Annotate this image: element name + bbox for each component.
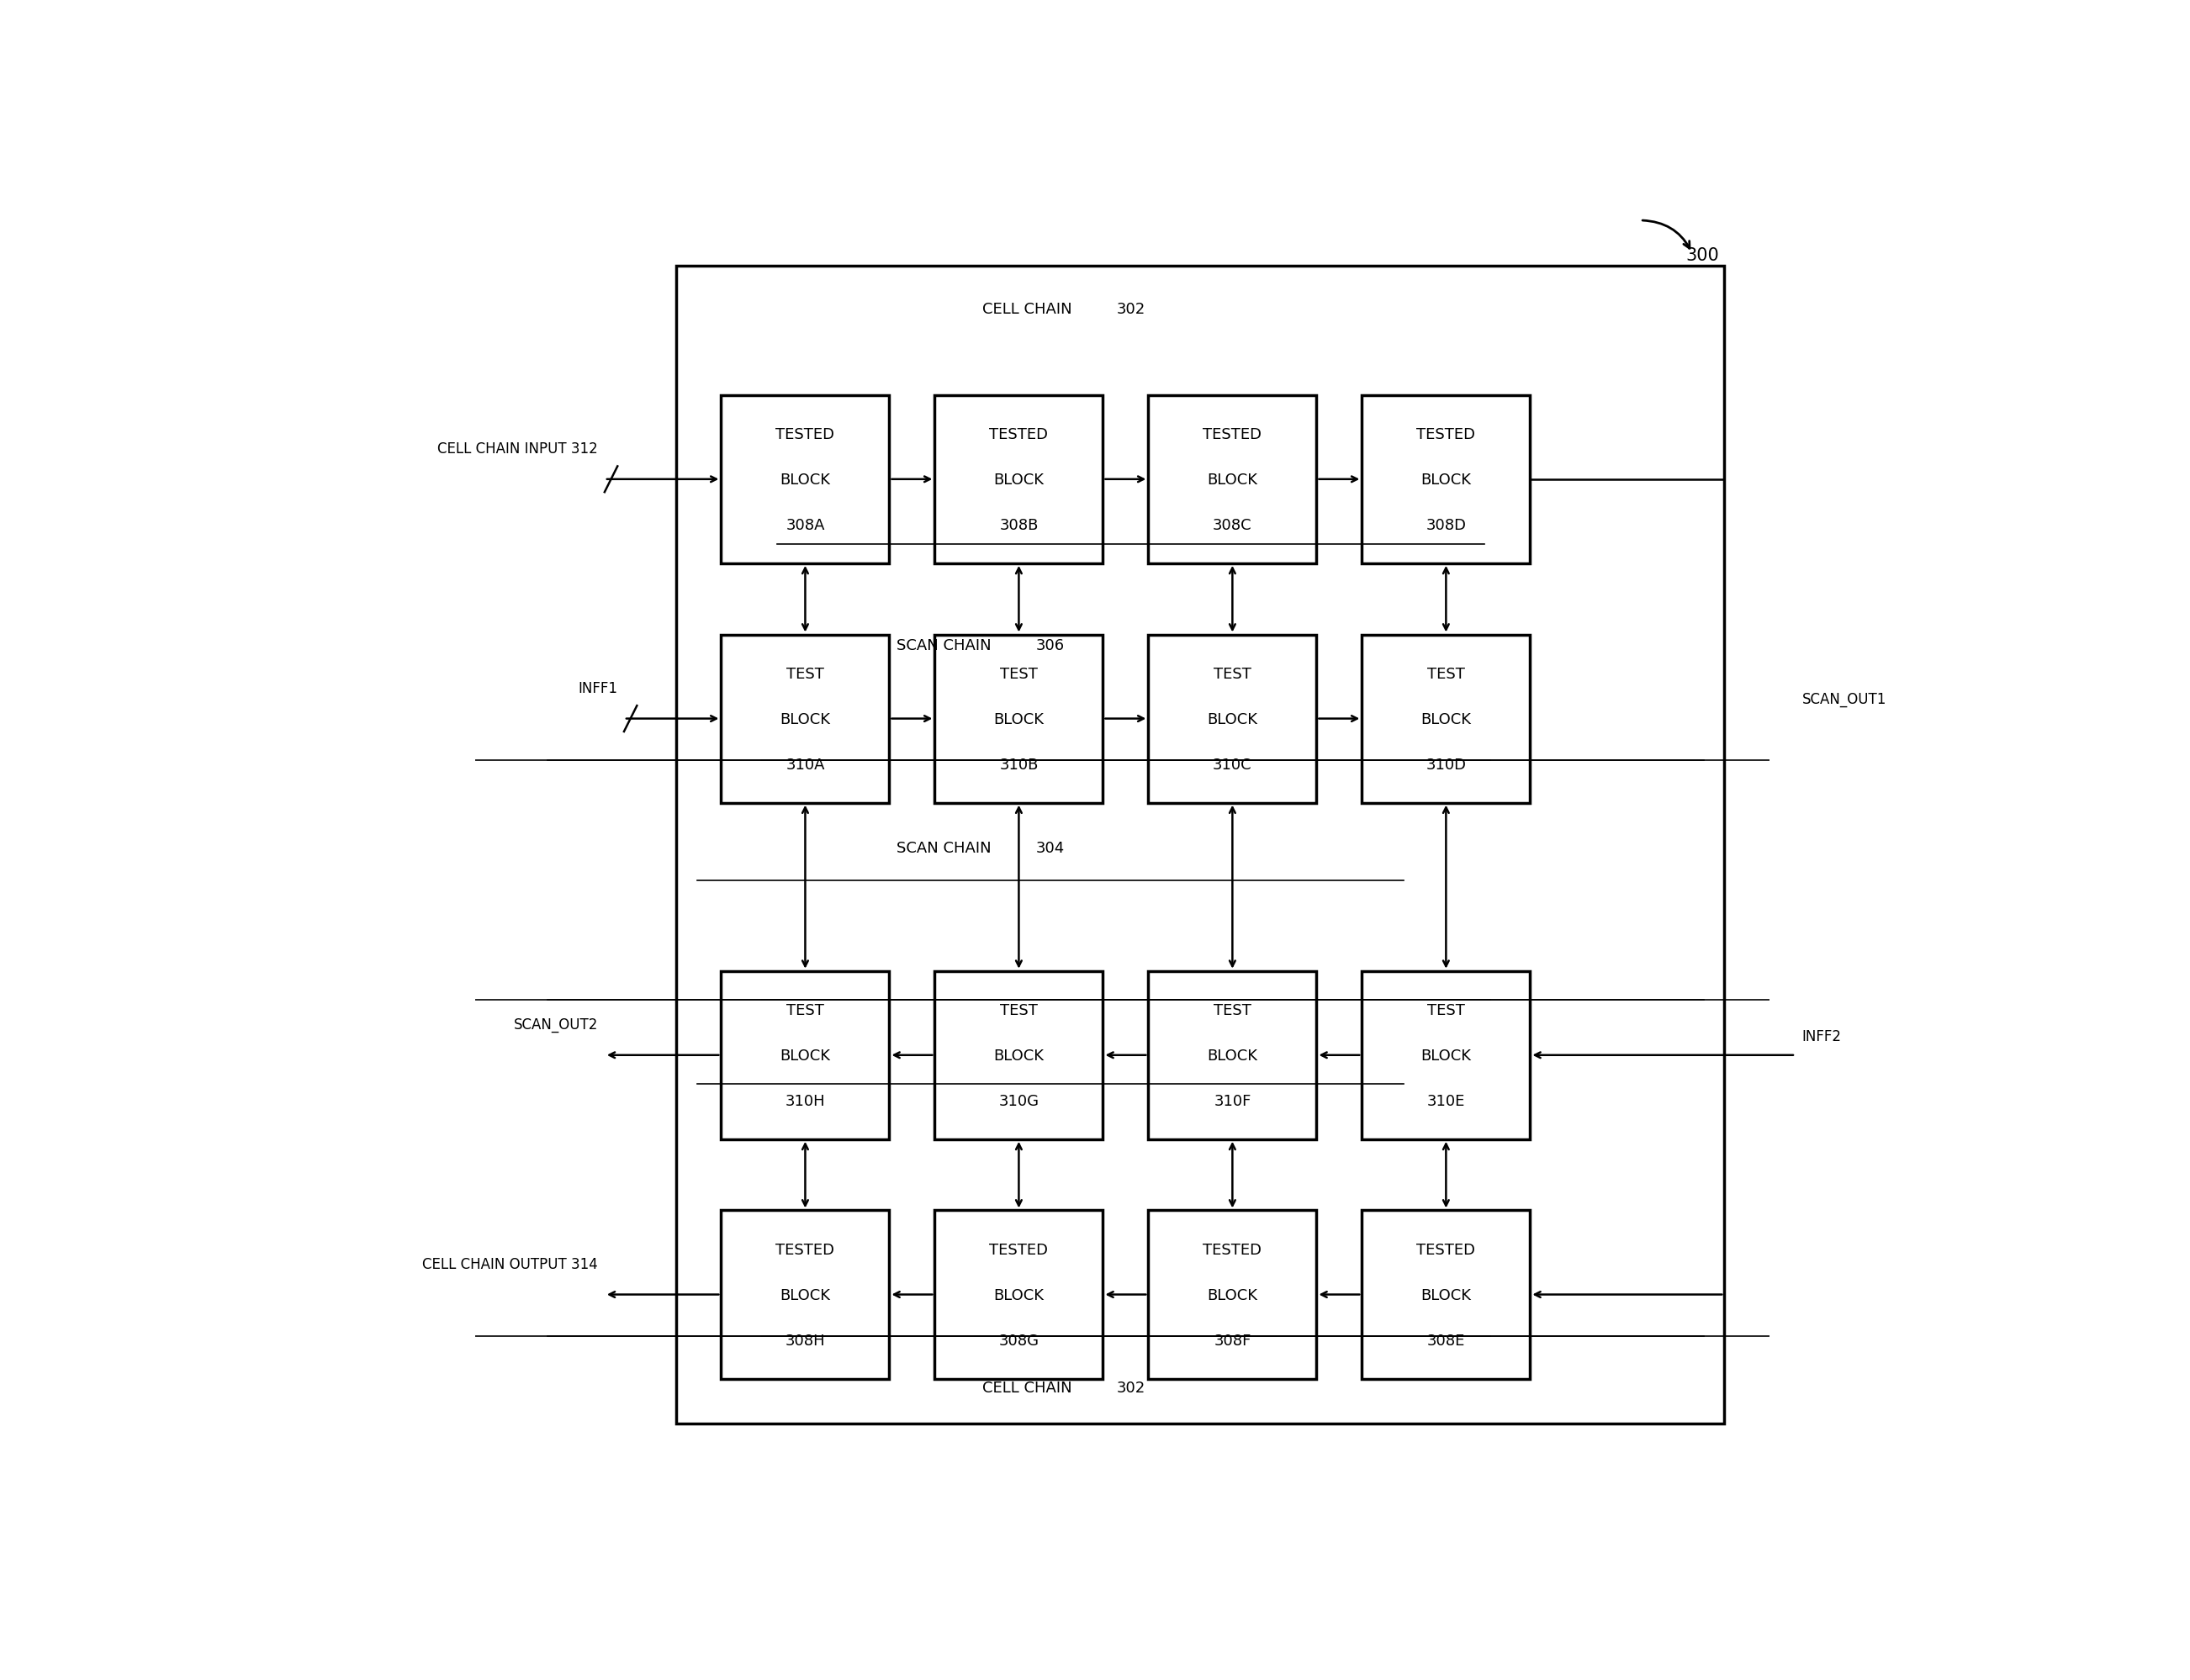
Text: BLOCK: BLOCK — [780, 1287, 830, 1302]
Text: TESTED: TESTED — [990, 427, 1049, 442]
Text: BLOCK: BLOCK — [1421, 472, 1472, 487]
Text: BLOCK: BLOCK — [1207, 711, 1257, 727]
Bar — [721, 971, 889, 1139]
Text: TEST: TEST — [1213, 1003, 1250, 1018]
Text: 300: 300 — [1686, 247, 1719, 264]
Text: 310F: 310F — [1213, 1094, 1250, 1109]
Bar — [694, 1152, 1699, 1411]
Text: TESTED: TESTED — [1417, 1242, 1476, 1257]
Text: 302: 302 — [1117, 1381, 1145, 1396]
Text: TEST: TEST — [1213, 665, 1250, 680]
Bar — [677, 265, 1724, 1425]
Text: TEST: TEST — [786, 665, 823, 680]
Bar — [694, 628, 1699, 887]
Bar — [694, 286, 1699, 642]
Text: TEST: TEST — [786, 1003, 823, 1018]
Text: TEST: TEST — [1001, 1003, 1038, 1018]
Text: BLOCK: BLOCK — [780, 472, 830, 487]
Text: CELL CHAIN: CELL CHAIN — [981, 1381, 1077, 1396]
Text: CELL CHAIN INPUT 312: CELL CHAIN INPUT 312 — [438, 442, 598, 457]
Text: BLOCK: BLOCK — [1207, 1287, 1257, 1302]
Bar — [1362, 396, 1531, 564]
Bar — [721, 635, 889, 803]
Text: TESTED: TESTED — [1202, 427, 1261, 442]
Text: BLOCK: BLOCK — [994, 1048, 1045, 1063]
Text: 310H: 310H — [786, 1094, 826, 1109]
Text: 302: 302 — [1117, 301, 1145, 316]
Text: TEST: TEST — [1428, 1003, 1465, 1018]
Text: CELL CHAIN OUTPUT 314: CELL CHAIN OUTPUT 314 — [423, 1257, 598, 1272]
Text: INFF1: INFF1 — [578, 680, 618, 696]
Bar — [1362, 635, 1531, 803]
Text: BLOCK: BLOCK — [1421, 1287, 1472, 1302]
Text: 310A: 310A — [786, 758, 826, 773]
Bar — [721, 1211, 889, 1379]
Text: 308C: 308C — [1213, 517, 1253, 533]
Text: 310E: 310E — [1428, 1094, 1465, 1109]
Text: 308E: 308E — [1428, 1332, 1465, 1347]
Text: 310B: 310B — [999, 758, 1038, 773]
Text: BLOCK: BLOCK — [780, 1048, 830, 1063]
Bar — [1362, 971, 1531, 1139]
Text: BLOCK: BLOCK — [1207, 472, 1257, 487]
Text: INFF2: INFF2 — [1802, 1028, 1842, 1043]
Bar — [1148, 396, 1316, 564]
Text: 308H: 308H — [786, 1332, 826, 1347]
Text: BLOCK: BLOCK — [994, 472, 1045, 487]
Text: SCAN CHAIN: SCAN CHAIN — [896, 840, 996, 857]
Text: BLOCK: BLOCK — [1207, 1048, 1257, 1063]
Text: 308G: 308G — [999, 1332, 1038, 1347]
Bar — [1148, 971, 1316, 1139]
Text: 308A: 308A — [786, 517, 826, 533]
Text: TESTED: TESTED — [1417, 427, 1476, 442]
Bar — [1148, 1211, 1316, 1379]
Text: TESTED: TESTED — [775, 1242, 834, 1257]
Text: SCAN CHAIN: SCAN CHAIN — [896, 638, 996, 654]
Text: BLOCK: BLOCK — [780, 711, 830, 727]
Text: SCAN_OUT1: SCAN_OUT1 — [1802, 692, 1886, 707]
Text: CELL CHAIN: CELL CHAIN — [981, 301, 1077, 316]
Bar — [935, 635, 1104, 803]
Text: TESTED: TESTED — [1202, 1242, 1261, 1257]
Bar — [694, 622, 1699, 1411]
Text: 308D: 308D — [1426, 517, 1465, 533]
Bar — [935, 1211, 1104, 1379]
Text: BLOCK: BLOCK — [1421, 711, 1472, 727]
Bar — [721, 396, 889, 564]
Text: 310C: 310C — [1213, 758, 1253, 773]
Text: BLOCK: BLOCK — [1421, 1048, 1472, 1063]
Text: 308F: 308F — [1213, 1332, 1250, 1347]
Bar — [1148, 635, 1316, 803]
Text: BLOCK: BLOCK — [994, 1287, 1045, 1302]
Text: 308B: 308B — [999, 517, 1038, 533]
Text: TESTED: TESTED — [775, 427, 834, 442]
Text: TEST: TEST — [1428, 665, 1465, 680]
Text: 304: 304 — [1036, 840, 1064, 857]
Text: 310G: 310G — [999, 1094, 1038, 1109]
Text: SCAN_OUT2: SCAN_OUT2 — [515, 1016, 598, 1032]
Bar — [935, 396, 1104, 564]
Bar — [1362, 1211, 1531, 1379]
Text: TESTED: TESTED — [990, 1242, 1049, 1257]
Bar — [935, 971, 1104, 1139]
Text: 310D: 310D — [1426, 758, 1465, 773]
Text: 306: 306 — [1036, 638, 1064, 654]
Text: BLOCK: BLOCK — [994, 711, 1045, 727]
Text: TEST: TEST — [1001, 665, 1038, 680]
